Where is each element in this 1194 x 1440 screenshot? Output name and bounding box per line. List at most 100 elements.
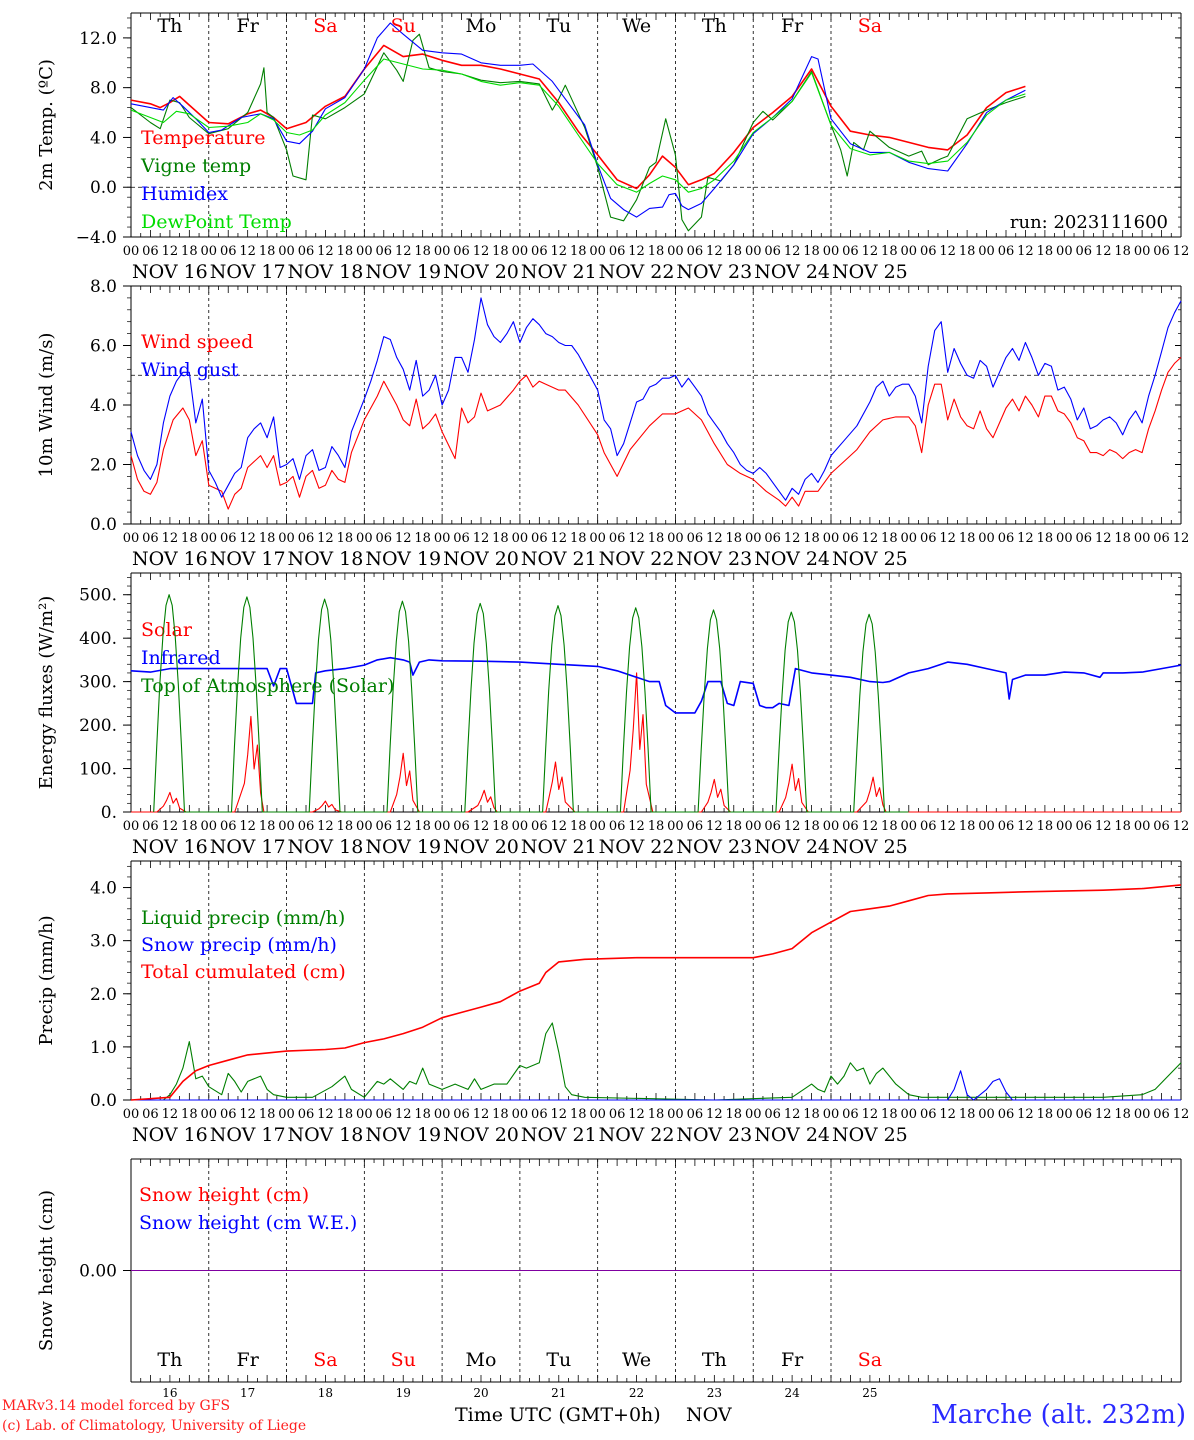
hour-label: 12: [1095, 244, 1112, 259]
hour-label: 00: [745, 819, 762, 834]
legend-entry: Temperature: [141, 127, 265, 149]
legend-entry: Total cumulated (cm): [141, 961, 346, 983]
hour-label: 06: [142, 1107, 159, 1122]
hour-label: 12: [317, 244, 334, 259]
legend-entry: Snow precip (mm/h): [141, 934, 337, 956]
model-credit: MARv3.14 model forced by GFS: [2, 1398, 231, 1414]
date-label: NOV 24: [754, 836, 830, 858]
hour-label: 18: [337, 819, 354, 834]
hour-label: 00: [356, 819, 373, 834]
hour-label: 00: [278, 819, 295, 834]
hour-label: 00: [434, 1107, 451, 1122]
weekday-label: Fr: [237, 15, 260, 37]
hour-label: 18: [492, 819, 509, 834]
y-tick-label: 8.0: [90, 79, 117, 99]
hour-label: 18: [492, 1107, 509, 1122]
weekday-label: We: [622, 15, 651, 37]
hour-label: 12: [395, 1107, 412, 1122]
y-tick-label: 0.0: [90, 178, 117, 198]
y-tick-label: −4.0: [76, 228, 117, 248]
hour-label: 18: [648, 819, 665, 834]
hour-label: 12: [706, 1107, 723, 1122]
hour-label: 06: [687, 819, 704, 834]
hour-label: 00: [745, 531, 762, 546]
weekday-label: Sa: [313, 1349, 337, 1371]
y-tick-label: 300.: [79, 673, 117, 693]
hour-label: 18: [1037, 1107, 1054, 1122]
hour-label: 00: [589, 244, 606, 259]
hour-label: 12: [395, 531, 412, 546]
date-label: NOV 19: [365, 548, 441, 570]
hour-label: 06: [1153, 1107, 1170, 1122]
y-axis-title: 2m Temp. (ºC): [36, 59, 57, 191]
hour-label: 12: [784, 531, 801, 546]
hour-label: 06: [609, 819, 626, 834]
date-label: NOV 25: [832, 1124, 908, 1146]
hour-label: 00: [667, 1107, 684, 1122]
hour-label: 00: [512, 819, 529, 834]
hour-label: 18: [259, 819, 276, 834]
hour-label: 12: [317, 819, 334, 834]
series-line-top-of-atmosphere-solar-: [153, 594, 909, 813]
weekday-label: Th: [702, 15, 727, 37]
hour-label: 12: [862, 819, 879, 834]
hour-label: 00: [667, 244, 684, 259]
hour-label: 18: [1114, 244, 1131, 259]
date-label: NOV 22: [599, 261, 675, 283]
hour-label: 00: [123, 1107, 140, 1122]
hour-label: 06: [920, 1107, 937, 1122]
series-line-temperature: [130, 44, 1026, 190]
y-tick-label: 100.: [79, 760, 117, 780]
hour-label: 00: [745, 1107, 762, 1122]
day-number-label: 18: [318, 1386, 333, 1400]
y-tick-label: 4.0: [90, 128, 117, 148]
hour-label: 06: [609, 1107, 626, 1122]
hour-label: 06: [842, 244, 859, 259]
hour-label: 00: [667, 819, 684, 834]
day-number-label: 21: [551, 1386, 566, 1400]
hour-label: 12: [239, 1107, 256, 1122]
hour-label: 06: [998, 531, 1015, 546]
date-label: NOV 18: [288, 548, 364, 570]
hour-label: 00: [1056, 531, 1073, 546]
hour-label: 18: [414, 244, 431, 259]
hour-label: 00: [278, 531, 295, 546]
hour-label: 18: [648, 244, 665, 259]
hour-label: 18: [726, 244, 743, 259]
hour-label: 06: [687, 244, 704, 259]
hour-label: 00: [512, 531, 529, 546]
hour-label: 06: [453, 244, 470, 259]
legend-entry: Top of Atmosphere (Solar): [141, 675, 394, 697]
hour-label: 12: [862, 1107, 879, 1122]
y-tick-label: 4.0: [90, 396, 117, 416]
date-label: NOV 20: [443, 1124, 519, 1146]
hour-label: 06: [220, 531, 237, 546]
hour-label: 06: [142, 819, 159, 834]
hour-label: 18: [337, 1107, 354, 1122]
hour-label: 06: [842, 1107, 859, 1122]
hour-label: 06: [453, 1107, 470, 1122]
hour-label: 12: [162, 531, 179, 546]
hour-label: 00: [901, 244, 918, 259]
hour-label: 00: [1134, 244, 1151, 259]
weekday-label: Su: [391, 15, 416, 37]
hour-label: 18: [726, 531, 743, 546]
hour-label: 06: [609, 244, 626, 259]
date-label: NOV 17: [210, 261, 286, 283]
hour-label: 06: [764, 531, 781, 546]
hour-label: 12: [706, 531, 723, 546]
hour-label: 12: [551, 819, 568, 834]
hour-label: 00: [278, 1107, 295, 1122]
y-tick-label: 4.0: [90, 879, 117, 899]
y-tick-label: 8.0: [90, 277, 117, 297]
hour-label: 18: [570, 244, 587, 259]
hour-label: 00: [589, 1107, 606, 1122]
hour-label: 18: [181, 1107, 198, 1122]
hour-label: 00: [589, 819, 606, 834]
date-label: NOV 18: [288, 836, 364, 858]
date-label: NOV 23: [676, 1124, 752, 1146]
hour-label: 12: [1095, 819, 1112, 834]
hour-label: 00: [512, 244, 529, 259]
hour-label: 12: [939, 1107, 956, 1122]
hour-label: 06: [298, 244, 315, 259]
